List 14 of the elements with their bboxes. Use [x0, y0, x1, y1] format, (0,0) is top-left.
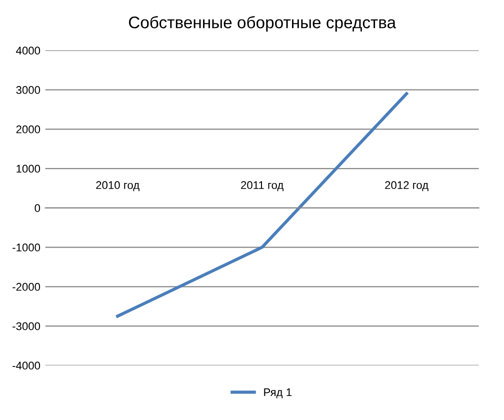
- y-tick-label: 2000: [16, 125, 40, 134]
- y-tick-label: 3000: [16, 86, 40, 94]
- y-tick-label: -4000: [12, 362, 40, 370]
- y-tick-label: -3000: [12, 322, 40, 330]
- y-tick-label: -2000: [12, 282, 40, 291]
- chart-title: Собственные оборотные средства: [128, 16, 396, 32]
- x-tick-label: 2010 год: [96, 181, 140, 192]
- y-tick-label: 1000: [16, 164, 40, 173]
- legend-label: Ряд 1: [264, 388, 292, 398]
- y-tick-label: 0: [34, 204, 40, 212]
- y-tick-label: -1000: [12, 244, 40, 252]
- x-tick-label: 2012 год: [385, 181, 428, 192]
- y-tick-label: 4000: [16, 46, 40, 55]
- x-tick-label: 2011 год: [241, 181, 284, 192]
